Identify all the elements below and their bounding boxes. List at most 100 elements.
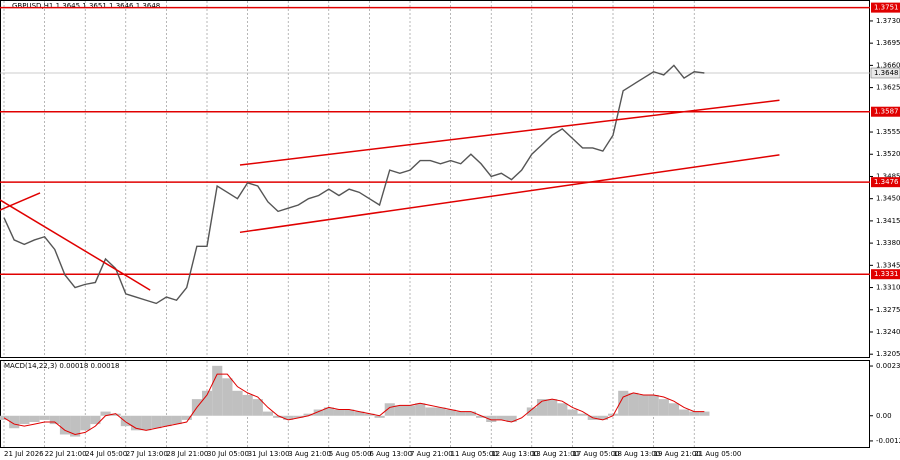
macd-bar (496, 415, 507, 420)
macd-bar (293, 415, 304, 418)
x-tick-label: 27 Jul 13:00 (126, 450, 168, 458)
macd-bar (425, 407, 436, 416)
x-tick-label: 24 Jul 05:00 (85, 450, 127, 458)
macd-bar (141, 415, 152, 431)
macd-bar (486, 415, 497, 422)
level-box (871, 106, 900, 117)
y-tick-label: 1.3240 (876, 328, 900, 336)
macd-bar (303, 413, 314, 416)
macd-bar (130, 415, 142, 431)
price-panel (0, 0, 870, 358)
macd-bar (252, 399, 263, 416)
macd-bar (151, 415, 162, 429)
x-tick-label: 7 Aug 21:00 (410, 450, 453, 458)
trendline (239, 154, 780, 234)
macd-bar (689, 411, 700, 416)
x-tick-label: 13 Aug 21:00 (532, 450, 579, 458)
price-line (3, 64, 705, 305)
level-box (871, 269, 900, 280)
level-label: 1.3751 (874, 4, 899, 12)
y-tick-label: 1.3625 (876, 84, 900, 92)
macd-bar (536, 399, 548, 416)
macd-bar (262, 411, 274, 416)
y-tick-label: 0.00239 (876, 362, 900, 370)
macd-title: MACD(14,22,3) 0.00018 0.00018 (4, 362, 120, 370)
y-tick-label: -0.00121 (876, 437, 900, 445)
x-tick-label: 28 Jul 21:00 (166, 450, 208, 458)
macd-bar (445, 409, 456, 416)
macd-bar (80, 415, 91, 431)
macd-bar (476, 415, 487, 418)
x-tick-label: 6 Aug 13:00 (369, 450, 412, 458)
macd-bar (333, 409, 345, 416)
macd-bar (90, 415, 101, 425)
y-tick-label: 1.3205 (876, 350, 900, 358)
macd-bar (100, 411, 111, 416)
macd-bar (415, 403, 426, 416)
macd-bar (405, 405, 416, 416)
macd-bar (547, 399, 558, 416)
macd-bar (49, 415, 60, 425)
macd-bar (567, 409, 578, 416)
x-tick-label: 21 Jul 2026 (4, 450, 44, 458)
macd-bar (242, 394, 253, 416)
x-tick-label: 12 Aug 13:00 (491, 450, 538, 458)
macd-bar (59, 415, 71, 435)
macd-bar (465, 411, 477, 416)
y-tick-label: 0.00 (876, 412, 892, 420)
macd-bar (202, 390, 213, 416)
y-tick-label: 1.3485 (876, 172, 900, 180)
y-tick-label: 1.3660 (876, 61, 900, 69)
macd-bar (283, 415, 294, 420)
macd-bar (313, 409, 324, 416)
macd-bar (354, 411, 365, 416)
macd-bar (212, 365, 223, 416)
macd-bar (19, 415, 30, 425)
x-tick-label: 17 Aug 05:00 (572, 450, 619, 458)
x-tick-label: 5 Aug 05:00 (329, 450, 372, 458)
x-tick-label: 31 Jul 13:00 (248, 450, 290, 458)
macd-bar (171, 415, 182, 425)
x-tick-label: 3 Aug 21:00 (288, 450, 331, 458)
macd-bar (384, 403, 395, 416)
macd-bar (435, 407, 446, 416)
macd-bar (39, 415, 50, 420)
macd-bar (506, 415, 517, 422)
x-tick-label: 11 Aug 05:00 (451, 450, 498, 458)
macd-bar (273, 415, 284, 418)
macd-bar (29, 415, 40, 422)
last-price-label: 1.3648 (874, 69, 899, 77)
macd-bar (344, 409, 355, 416)
macd-bar (679, 409, 690, 416)
y-tick-label: 1.3695 (876, 39, 900, 47)
macd-bar (526, 407, 537, 416)
macd-bar (161, 415, 172, 427)
macd-bar (70, 415, 81, 437)
macd-bar (9, 415, 20, 429)
macd-bar (668, 403, 680, 416)
y-tick-label: 1.3415 (876, 217, 900, 225)
macd-bar (638, 394, 649, 416)
macd-bar (364, 413, 375, 416)
macd-bar (120, 415, 131, 427)
macd-bar (222, 378, 233, 416)
macd-bar (597, 415, 608, 420)
macd-bar (232, 390, 243, 416)
y-tick-label: 1.3345 (876, 261, 900, 269)
level-label: 1.3587 (874, 108, 899, 116)
x-tick-label: 18 Aug 13:00 (613, 450, 660, 458)
y-tick-label: 1.3275 (876, 306, 900, 314)
y-tick-label: 1.3380 (876, 239, 900, 247)
macd-bar (699, 411, 710, 416)
macd-bar (394, 405, 405, 416)
macd-bar (455, 411, 466, 416)
y-tick-label: 1.3730 (876, 17, 900, 25)
signal-line (3, 373, 705, 435)
x-tick-label: 19 Aug 21:00 (654, 450, 701, 458)
chart-title: GBPUSD,H1 1.3645 1.3651 1.3646 1.3648 (12, 2, 160, 10)
y-tick-label: 1.3450 (876, 195, 900, 203)
macd-bar (628, 392, 639, 416)
y-tick-label: 1.3555 (876, 128, 900, 136)
macd-bar (181, 415, 192, 420)
x-tick-label: 22 Jul 21:00 (45, 450, 87, 458)
